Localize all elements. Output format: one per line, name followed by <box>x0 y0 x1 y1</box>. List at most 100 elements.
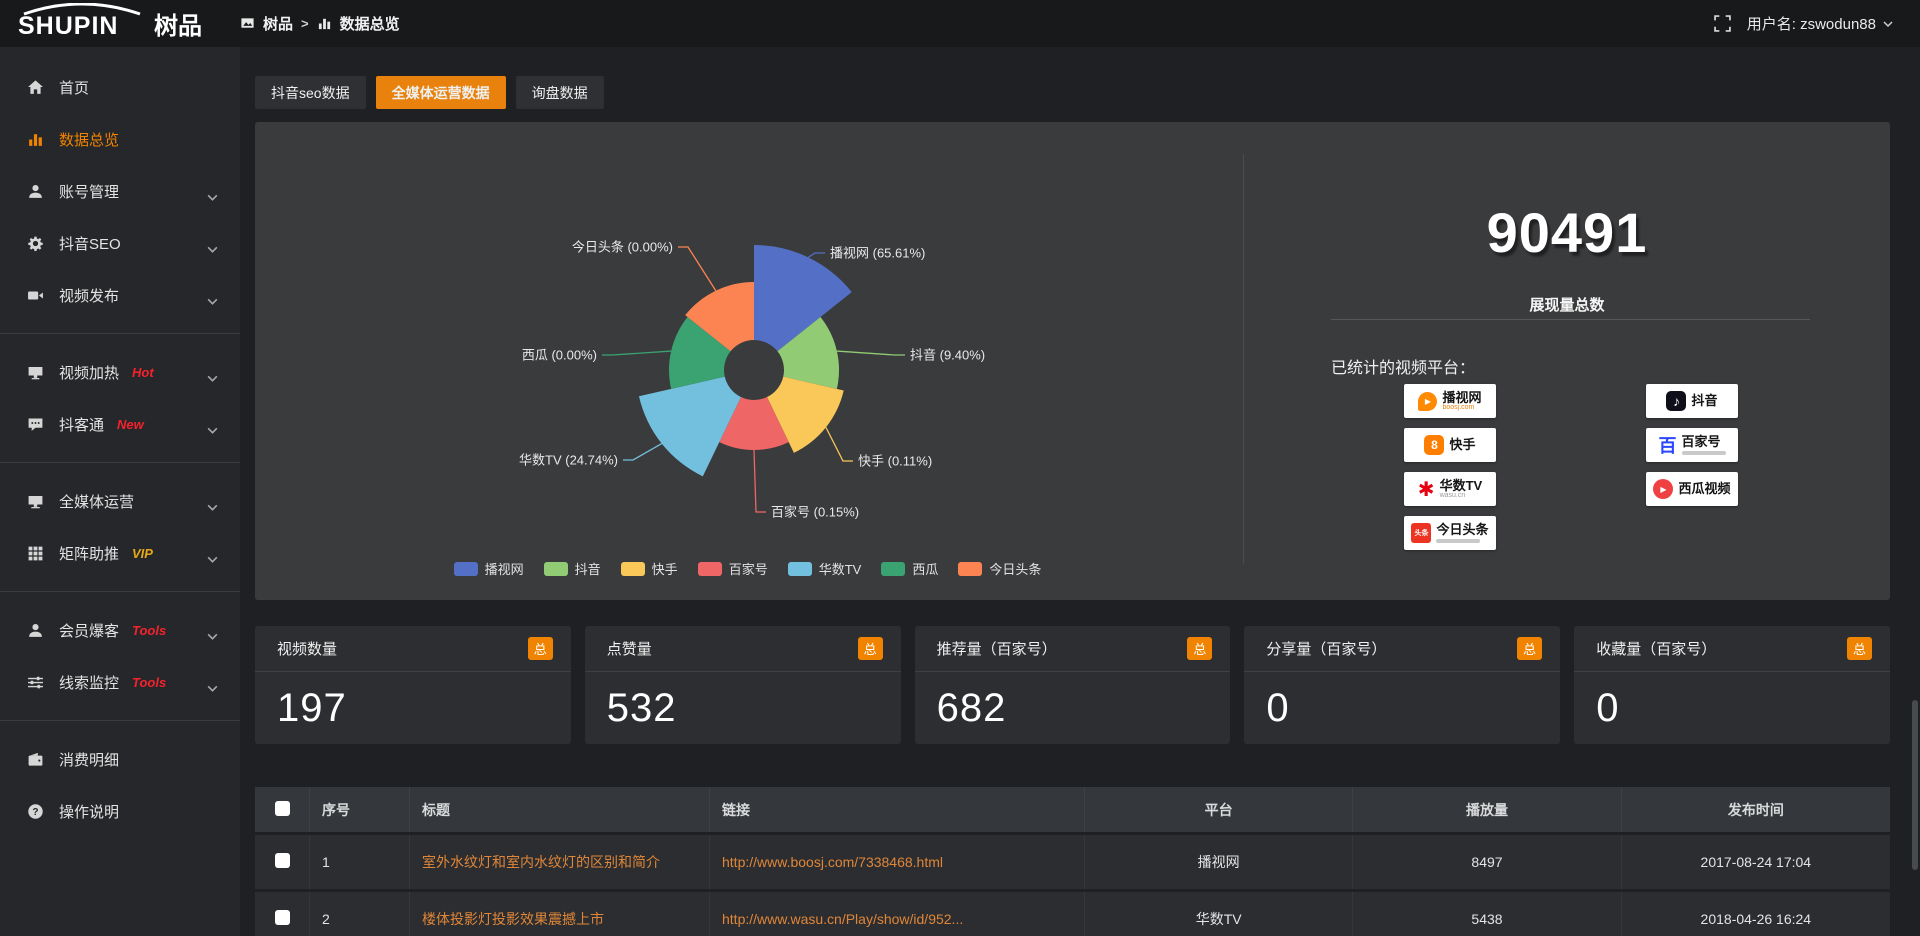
row-checkbox[interactable] <box>274 910 290 925</box>
topbar: SHUPIN 树品 树品 > 数据总览 用户名: zswodun88 <box>0 0 1920 47</box>
tab-media-operation-data[interactable]: 全媒体运营数据 <box>375 76 506 109</box>
platform-badge-抖音: ♪ 抖音 <box>1646 384 1738 418</box>
sidebar-item-badge: Tools <box>132 622 167 638</box>
monitor-icon <box>27 493 44 510</box>
sidebar-item-douyin-seo[interactable]: 抖音SEO <box>0 217 240 269</box>
video-title-link[interactable]: 室外水纹灯和室内水纹灯的区别和简介 <box>422 854 660 870</box>
sidebar-item-consumption-detail[interactable]: 消费明细 <box>0 733 240 785</box>
chart-legend: 播视网 抖音 快手 百家号 华数TV 西瓜 今日头条 <box>255 559 1240 578</box>
pie-slice-华数TV[interactable] <box>638 376 741 477</box>
stat-card-header: 收藏量（百家号） 总 <box>1574 626 1890 672</box>
sidebar-item-data-overview[interactable]: 数据总览 <box>0 113 240 165</box>
sidebar-divider <box>0 462 240 463</box>
sidebar-item-label: 消费明细 <box>59 751 120 769</box>
select-all-checkbox[interactable] <box>274 800 290 816</box>
platform-badge-百家号: 百百家号 <box>1646 428 1738 462</box>
screen-icon <box>27 364 44 381</box>
platform-name: 今日头条 <box>1436 522 1489 538</box>
pie-label-leader <box>678 246 717 292</box>
platform-name: 抖音 <box>1691 393 1718 409</box>
user-icon <box>27 183 44 200</box>
cell-plays: 8497 <box>1353 835 1622 889</box>
total-badge: 总 <box>857 637 883 660</box>
platform-subtext: wasu.cn <box>1439 492 1466 500</box>
tab-inquiry-data[interactable]: 询盘数据 <box>515 76 604 109</box>
pie-slice-西瓜[interactable] <box>669 317 731 389</box>
sidebar-item-account-manage[interactable]: 账号管理 <box>0 165 240 217</box>
username-label: 用户名: zswodun88 <box>1746 16 1876 33</box>
sidebar-item-badge: Hot <box>132 364 154 380</box>
legend-item-西瓜[interactable]: 西瓜 <box>881 559 938 578</box>
legend-item-华数TV[interactable]: 华数TV <box>787 559 862 578</box>
row-checkbox[interactable] <box>274 853 290 868</box>
legend-item-播视网[interactable]: 播视网 <box>453 559 524 578</box>
legend-label: 百家号 <box>728 562 768 577</box>
sidebar-item-media-operation[interactable]: 全媒体运营 <box>0 475 240 527</box>
video-url-link[interactable]: http://www.boosj.com/7338468.html <box>722 854 944 870</box>
pie-label-leader <box>825 427 853 462</box>
col-header: 标题 <box>410 787 710 832</box>
platform-badge-西瓜视频: ▶ 西瓜视频 <box>1646 472 1738 506</box>
legend-swatch <box>620 561 645 576</box>
video-url-link[interactable]: http://www.wasu.cn/Play/show/id/952... <box>722 911 964 927</box>
stat-cards-row: 视频数量总 197 点赞量总 532 推荐量（百家号）总 682 分享量（百家号）总 0 收藏量… <box>255 626 1890 744</box>
summary-section: 90491 展现量总数 已统计的视频平台： ▶ 播视网 boosj.com ♪ 抖音 8 快… <box>1244 122 1890 600</box>
stat-card-title: 推荐量（百家号） <box>936 641 1057 658</box>
video-table: 序号 标题 链接 平台 播放量 发布时间 1 室外水纹灯和室内水纹灯的区别和简介 http://… <box>255 784 1890 936</box>
wallet-icon <box>27 751 44 768</box>
legend-swatch <box>958 561 983 576</box>
platform-subtext: boosj.com <box>1442 404 1475 412</box>
user-menu[interactable]: 用户名: zswodun88 <box>1747 13 1894 34</box>
stat-card-title: 点赞量 <box>606 641 652 658</box>
platforms-label: 已统计的视频平台： <box>1331 360 1476 377</box>
sidebar-item-matrix-boost[interactable]: 矩阵助推 VIP <box>0 527 240 579</box>
legend-item-快手[interactable]: 快手 <box>620 559 678 578</box>
scrollbar-thumb[interactable] <box>1912 700 1918 870</box>
rose-pie-chart: 播视网 (65.61%) 抖音 (9.40%) 快手 (0.11%) 百家号 (0.1… <box>519 240 985 520</box>
sidebar-item-label: 矩阵助推 <box>59 545 120 563</box>
sidebar-item-video-heat[interactable]: 视频加热 Hot <box>0 346 240 398</box>
sidebar-item-video-publish[interactable]: 视频发布 <box>0 269 240 321</box>
breadcrumb-separator: > <box>301 16 309 31</box>
pie-label: 西瓜 (0.00%) <box>522 348 597 363</box>
pie-slice-抖音[interactable] <box>777 317 840 389</box>
legend-item-今日头条[interactable]: 今日头条 <box>958 559 1041 578</box>
sidebar-item-instructions[interactable]: ? 操作说明 <box>0 785 240 837</box>
sidebar-item-label: 账号管理 <box>59 183 120 201</box>
sidebar-item-clue-monitor[interactable]: 线索监控 Tools <box>0 656 240 708</box>
cell-seq: 1 <box>310 835 410 889</box>
kuaishou-logo-icon: 8 <box>1424 435 1445 455</box>
logo-text-main: SHUPIN <box>18 12 118 39</box>
sidebar: 首页 数据总览 账号管理 抖音SEO 视频发布 视频加热 Hot 抖客通 New 全媒体运营 矩阵助… <box>0 47 240 936</box>
tab-bar: 抖音seo数据 全媒体运营数据 询盘数据 <box>255 76 1890 109</box>
fullscreen-icon[interactable] <box>1713 15 1731 32</box>
sidebar-item-home[interactable]: 首页 <box>0 61 240 113</box>
legend-item-百家号[interactable]: 百家号 <box>697 559 768 578</box>
sidebar-item-label: 会员爆客 <box>59 622 120 640</box>
breadcrumb-current: 数据总览 <box>339 16 400 33</box>
pie-slice-播视网[interactable] <box>754 245 852 352</box>
legend-label: 西瓜 <box>912 562 939 577</box>
legend-label: 播视网 <box>484 562 524 577</box>
pie-slice-今日头条[interactable] <box>685 282 754 352</box>
stat-card-header: 推荐量（百家号） 总 <box>914 626 1231 672</box>
tab-douyin-seo-data[interactable]: 抖音seo数据 <box>255 76 366 109</box>
sidebar-item-badge: VIP <box>132 545 153 561</box>
pie-label: 百家号 (0.15%) <box>771 505 859 520</box>
video-title-link[interactable]: 楼体投影灯投影效果震撼上市 <box>422 911 604 927</box>
gear-icon <box>27 235 44 252</box>
sidebar-item-badge: New <box>117 416 144 432</box>
sidebar-item-douketong[interactable]: 抖客通 New <box>0 398 240 450</box>
cell-time: 2018-04-26 16:24 <box>1621 892 1890 936</box>
platform-badge-华数TV: ✱ 华数TV wasu.cn <box>1404 472 1496 506</box>
legend-item-抖音[interactable]: 抖音 <box>543 559 601 578</box>
sidebar-item-member-burst[interactable]: 会员爆客 Tools <box>0 604 240 656</box>
pie-slice-百家号[interactable] <box>719 397 789 450</box>
cell-platform: 播视网 <box>1085 835 1354 889</box>
breadcrumb-root[interactable]: 树品 <box>263 16 294 33</box>
stat-card-3: 分享量（百家号） 总 0 <box>1244 626 1561 744</box>
logo-arc <box>23 2 141 16</box>
legend-label: 华数TV <box>818 562 862 577</box>
pie-slice-快手[interactable] <box>767 376 844 453</box>
toutiao-logo-icon: 头条 <box>1411 523 1432 543</box>
